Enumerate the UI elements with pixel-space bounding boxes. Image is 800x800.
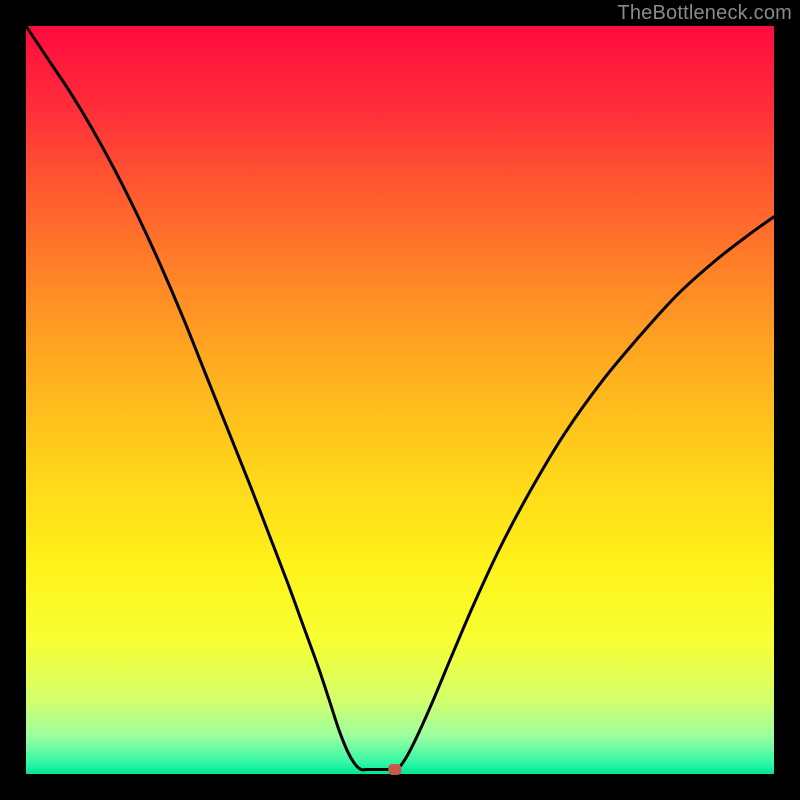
chart-gradient-background [26, 26, 774, 774]
watermark-text: TheBottleneck.com [617, 2, 792, 25]
bottleneck-chart [0, 0, 800, 800]
chart-container: TheBottleneck.com [0, 0, 800, 800]
balance-point-marker [388, 764, 401, 775]
